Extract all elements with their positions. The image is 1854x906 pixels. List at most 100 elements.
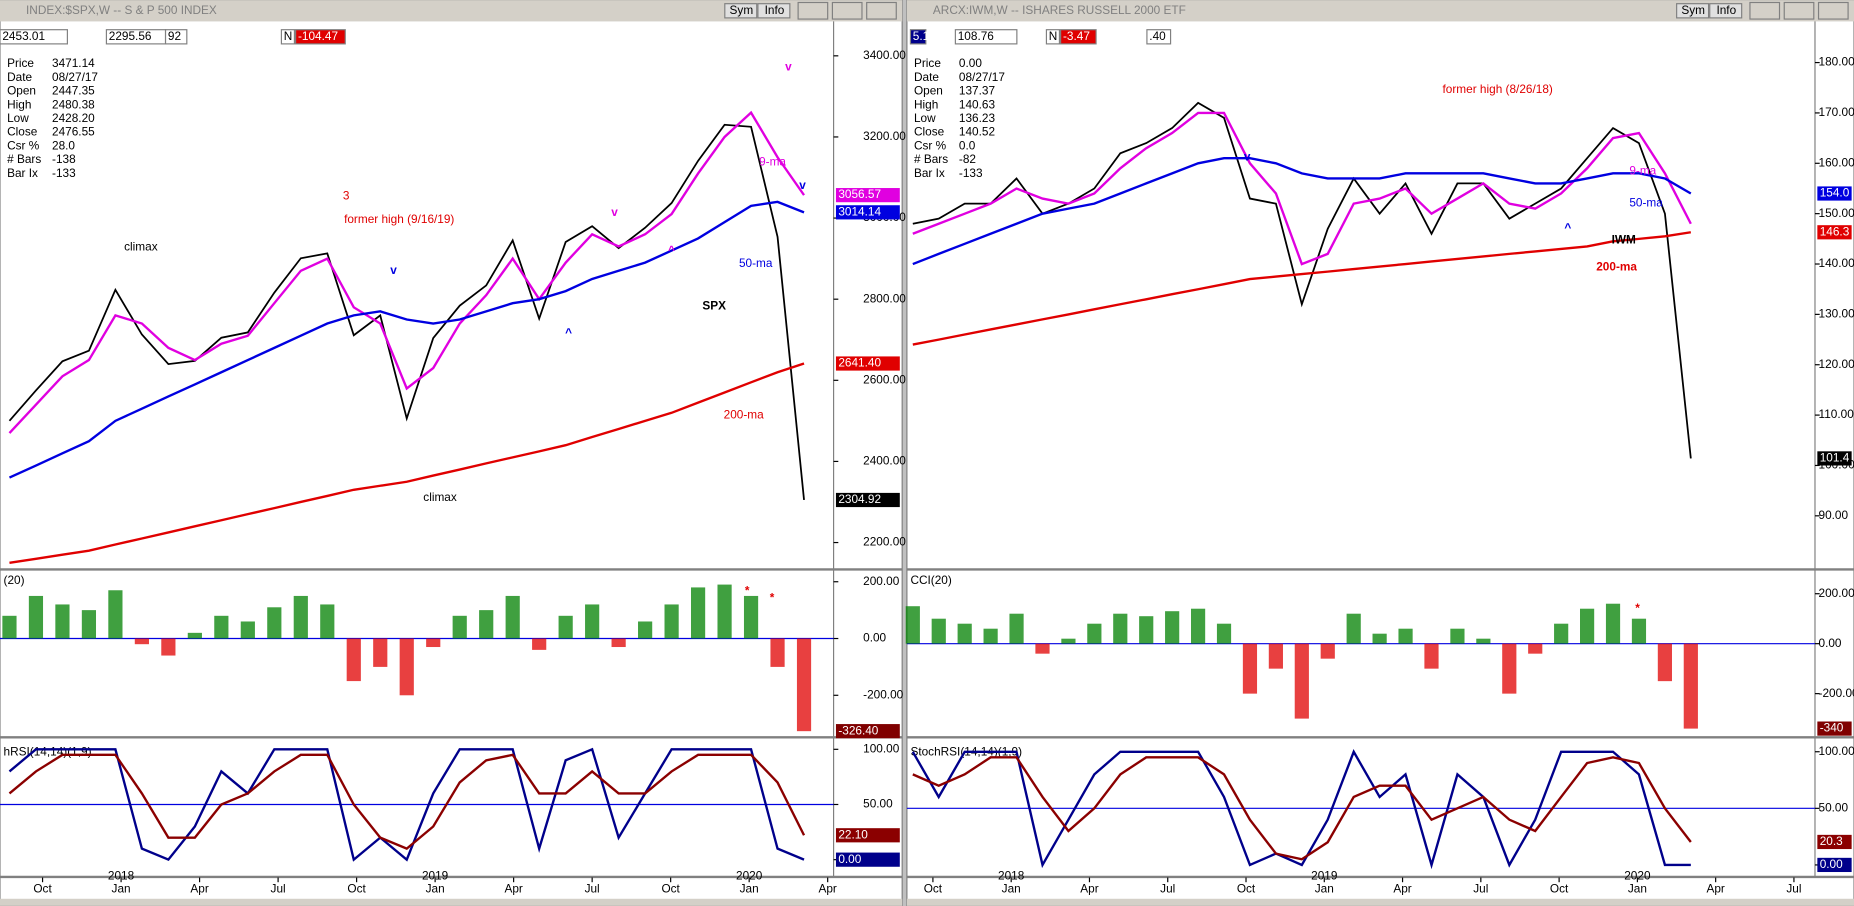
info-value: 0.0 bbox=[959, 138, 976, 152]
cci-bar bbox=[240, 621, 255, 639]
window-control[interactable] bbox=[797, 1, 829, 20]
annotation: former high (8/26/18) bbox=[1443, 82, 1553, 96]
x-tick-label: Jan bbox=[112, 881, 131, 895]
x-tick-label: Jul bbox=[1473, 881, 1488, 895]
x-tick-label: Jul bbox=[1160, 881, 1175, 895]
stoch-line bbox=[912, 756, 1692, 861]
info-label: Open bbox=[7, 84, 36, 98]
info-value: -133 bbox=[52, 166, 76, 180]
value-tag-label: 3014.14 bbox=[838, 204, 881, 218]
y-tick-label: 50.00 bbox=[1819, 800, 1849, 814]
cci-bar bbox=[1268, 643, 1283, 669]
annotation: ^ bbox=[668, 243, 675, 257]
toolbar-button[interactable] bbox=[1676, 3, 1710, 19]
info-value: 3471.14 bbox=[52, 56, 95, 70]
cci-bar bbox=[770, 638, 785, 667]
header-box bbox=[1045, 29, 1061, 45]
series-label: 9-ma bbox=[759, 154, 786, 168]
info-value: 2447.35 bbox=[52, 84, 95, 98]
header-box bbox=[0, 29, 68, 45]
info-value: 140.52 bbox=[959, 125, 995, 139]
x-tick-label: Apr bbox=[818, 881, 836, 895]
cci-bar bbox=[2, 615, 17, 639]
cci-bar bbox=[1294, 643, 1309, 719]
annotation: v bbox=[390, 263, 397, 277]
value-tag bbox=[835, 828, 900, 843]
toolbar-button-label: Sym bbox=[730, 3, 754, 17]
cci-bar bbox=[585, 604, 600, 639]
value-tag bbox=[1817, 857, 1852, 873]
header-value: N bbox=[1049, 29, 1058, 43]
cci-marker: * bbox=[1635, 601, 1640, 615]
value-tag bbox=[835, 492, 900, 508]
cci-bar bbox=[532, 638, 547, 650]
scrollbar[interactable] bbox=[0, 898, 903, 906]
x-tick-label: Oct bbox=[1237, 881, 1256, 895]
info-label: Low bbox=[914, 111, 936, 125]
cci-bar bbox=[1424, 643, 1439, 669]
info-label: High bbox=[914, 97, 938, 111]
value-tag-label: 2641.40 bbox=[838, 356, 881, 370]
series-label: IWM bbox=[1612, 232, 1636, 246]
y-tick-label: 180.00 bbox=[1819, 55, 1854, 69]
price-line bbox=[9, 362, 805, 565]
window-title: INDEX:$SPX,W -- S & P 500 INDEX bbox=[26, 3, 217, 17]
title-bar bbox=[906, 0, 1854, 22]
cci-bar bbox=[373, 638, 388, 667]
cci-bar bbox=[293, 595, 308, 639]
cci-bar bbox=[28, 595, 44, 639]
price-line bbox=[912, 231, 1692, 346]
y-tick-label: 90.00 bbox=[1819, 508, 1849, 522]
cci-bar bbox=[1528, 643, 1543, 654]
info-value: 2476.55 bbox=[52, 125, 95, 139]
y-tick-label: 2400.00 bbox=[863, 454, 906, 468]
toolbar-button-label: Info bbox=[765, 3, 785, 17]
x-tick-label: Jan bbox=[1628, 881, 1647, 895]
info-label: Price bbox=[7, 56, 34, 70]
y-tick-label: 0.00 bbox=[1819, 636, 1842, 650]
y-tick-label: 50.00 bbox=[863, 797, 893, 811]
value-tag bbox=[1817, 721, 1852, 736]
cci-bar bbox=[1683, 643, 1698, 729]
y-tick-label: 0.00 bbox=[863, 631, 886, 645]
window-control[interactable] bbox=[831, 1, 863, 20]
x-tick-label: Oct bbox=[661, 881, 680, 895]
info-value: 136.23 bbox=[959, 111, 996, 125]
cci-bar bbox=[1657, 643, 1672, 682]
info-value: 140.63 bbox=[959, 97, 996, 111]
y-tick-label: 3400.00 bbox=[863, 48, 906, 62]
cci-bar bbox=[1346, 613, 1361, 644]
cci-bar bbox=[1502, 643, 1517, 694]
toolbar-button[interactable] bbox=[757, 3, 791, 19]
x-tick-label: Oct bbox=[924, 881, 943, 895]
cci-bar bbox=[479, 610, 494, 639]
info-label: Low bbox=[7, 111, 29, 125]
x-tick-label: Apr bbox=[190, 881, 208, 895]
toolbar-button[interactable] bbox=[1709, 3, 1743, 19]
header-value: 2295.56 bbox=[109, 29, 152, 43]
title-bar bbox=[0, 0, 903, 22]
y-tick-label: 2200.00 bbox=[863, 535, 906, 549]
value-tag-label: -326.40 bbox=[838, 723, 878, 737]
stoch-line bbox=[8, 753, 806, 850]
info-label: Date bbox=[7, 70, 32, 84]
cci-bar bbox=[1631, 618, 1647, 644]
cci-bar bbox=[931, 618, 946, 644]
window-control[interactable] bbox=[1817, 1, 1849, 20]
y-tick-label: 200.00 bbox=[863, 574, 900, 588]
panel-label: (20) bbox=[4, 573, 25, 587]
header-value: N bbox=[284, 29, 293, 43]
window-control[interactable] bbox=[866, 1, 897, 20]
window-control[interactable] bbox=[1783, 1, 1815, 20]
cci-bar bbox=[108, 590, 123, 639]
cci-bar bbox=[690, 587, 706, 639]
x-tick-label: Jan bbox=[1002, 881, 1021, 895]
scrollbar[interactable] bbox=[906, 898, 1854, 906]
cci-bar bbox=[1190, 608, 1206, 644]
info-value: 2480.38 bbox=[52, 97, 95, 111]
window-control[interactable] bbox=[1749, 1, 1781, 20]
y-tick-label: 200.00 bbox=[1819, 586, 1854, 600]
panel-label: hRSI(14,14)(1,9) bbox=[4, 744, 92, 758]
toolbar-button[interactable] bbox=[724, 3, 758, 19]
y-tick-label: 160.00 bbox=[1819, 155, 1854, 169]
